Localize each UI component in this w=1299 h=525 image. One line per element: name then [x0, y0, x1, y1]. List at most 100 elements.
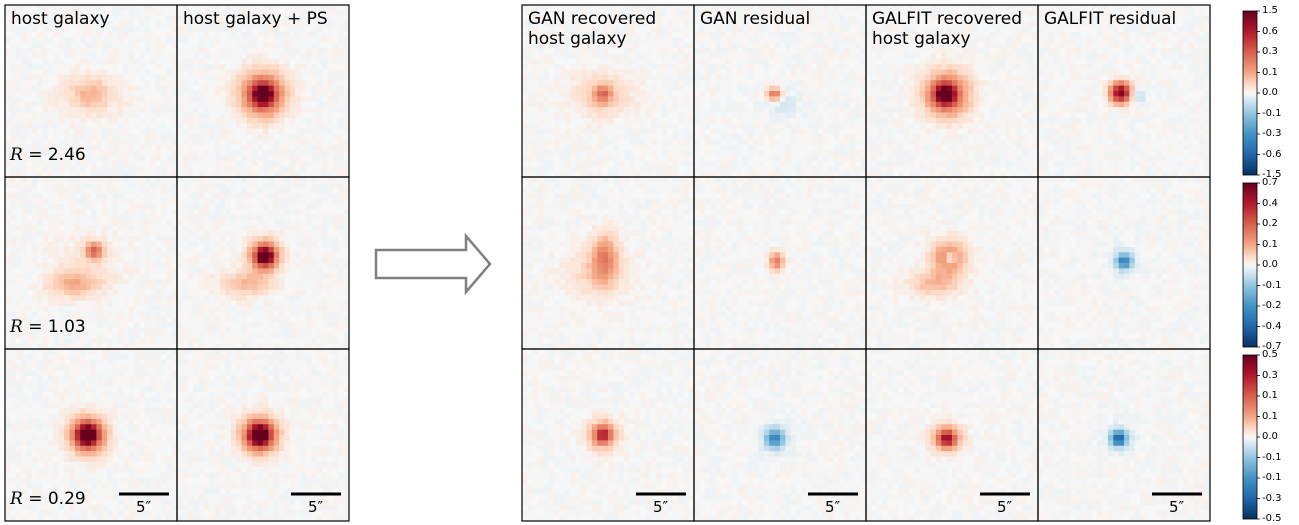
- image-pixel: [774, 10, 781, 17]
- image-pixel: [107, 31, 113, 38]
- image-pixel: [225, 5, 232, 11]
- image-pixel: [543, 42, 550, 49]
- image-pixel: [774, 123, 781, 130]
- image-pixel: [892, 96, 899, 103]
- image-pixel: [37, 155, 44, 162]
- image-pixel: [742, 37, 749, 44]
- image-pixel: [597, 26, 604, 33]
- image-pixel: [134, 21, 140, 27]
- image-pixel: [823, 112, 829, 119]
- image-pixel: [640, 155, 647, 162]
- image-pixel: [581, 166, 587, 173]
- image-pixel: [806, 85, 813, 92]
- image-pixel: [37, 42, 44, 49]
- image-pixel: [155, 53, 162, 60]
- image-pixel: [332, 37, 339, 44]
- image-pixel: [101, 26, 108, 33]
- image-pixel: [80, 48, 87, 54]
- image-pixel: [177, 53, 183, 60]
- image-pixel: [925, 53, 931, 60]
- image-pixel: [527, 42, 534, 49]
- image-pixel: [554, 117, 561, 124]
- image-pixel: [839, 74, 845, 81]
- image-pixel: [731, 58, 738, 65]
- image-pixel: [236, 150, 242, 156]
- image-pixel: [919, 21, 926, 27]
- image-pixel: [112, 117, 119, 124]
- image-pixel: [144, 150, 151, 156]
- image-pixel: [613, 85, 620, 92]
- image-pixel: [930, 91, 937, 97]
- image-pixel: [876, 91, 883, 97]
- image-pixel: [257, 85, 264, 92]
- image-pixel: [763, 74, 770, 81]
- image-pixel: [1011, 53, 1017, 60]
- image-pixel: [220, 128, 226, 135]
- image-pixel: [187, 31, 194, 38]
- image-pixel: [618, 96, 625, 103]
- image-pixel: [720, 171, 727, 178]
- image-pixel: [753, 171, 759, 178]
- image-pixel: [74, 112, 81, 119]
- image-pixel: [651, 26, 657, 33]
- image-pixel: [203, 155, 210, 162]
- image-pixel: [898, 53, 905, 60]
- image-pixel: [747, 58, 754, 65]
- image-pixel: [753, 74, 759, 81]
- image-pixel: [957, 31, 964, 38]
- image-pixel: [780, 80, 786, 87]
- image-pixel: [332, 15, 339, 22]
- image-pixel: [640, 128, 647, 135]
- image-pixel: [64, 101, 70, 108]
- image-pixel: [80, 5, 87, 11]
- image-pixel: [155, 5, 162, 11]
- image-pixel: [279, 69, 285, 76]
- image-pixel: [538, 101, 544, 108]
- image-pixel: [672, 5, 679, 11]
- image-pixel: [134, 74, 140, 81]
- image-pixel: [946, 123, 953, 130]
- image-pixel: [53, 155, 60, 162]
- image-pixel: [645, 58, 652, 65]
- image-pixel: [246, 155, 253, 162]
- image-pixel: [128, 101, 135, 108]
- image-pixel: [694, 166, 700, 173]
- image-pixel: [903, 64, 910, 70]
- image-pixel: [48, 85, 54, 92]
- image-pixel: [613, 160, 620, 167]
- image-pixel: [613, 53, 620, 60]
- image-pixel: [295, 128, 302, 135]
- image-pixel: [726, 15, 733, 22]
- image-pixel: [134, 58, 140, 65]
- image-pixel: [613, 112, 620, 119]
- image-pixel: [284, 74, 291, 81]
- image-pixel: [935, 139, 942, 146]
- image-pixel: [241, 166, 248, 173]
- image-pixel: [123, 155, 130, 162]
- image-pixel: [150, 139, 156, 146]
- image-pixel: [661, 171, 668, 178]
- image-pixel: [15, 91, 22, 97]
- image-pixel: [1021, 58, 1028, 65]
- image-pixel: [58, 69, 65, 76]
- image-pixel: [935, 134, 942, 140]
- image-pixel: [543, 80, 550, 87]
- image-pixel: [925, 117, 931, 124]
- image-pixel: [69, 166, 76, 173]
- image-pixel: [198, 160, 205, 167]
- image-pixel: [629, 37, 636, 44]
- image-pixel: [543, 96, 550, 103]
- image-pixel: [876, 117, 883, 124]
- image-pixel: [565, 42, 571, 49]
- image-pixel: [935, 5, 942, 11]
- image-pixel: [715, 112, 722, 119]
- image-pixel: [785, 117, 792, 124]
- image-pixel: [925, 48, 931, 54]
- image-pixel: [823, 48, 829, 54]
- image-pixel: [683, 123, 690, 130]
- image-pixel: [849, 69, 856, 76]
- image-pixel: [538, 117, 544, 124]
- image-pixel: [37, 80, 44, 87]
- image-pixel: [123, 31, 130, 38]
- image-pixel: [10, 123, 17, 130]
